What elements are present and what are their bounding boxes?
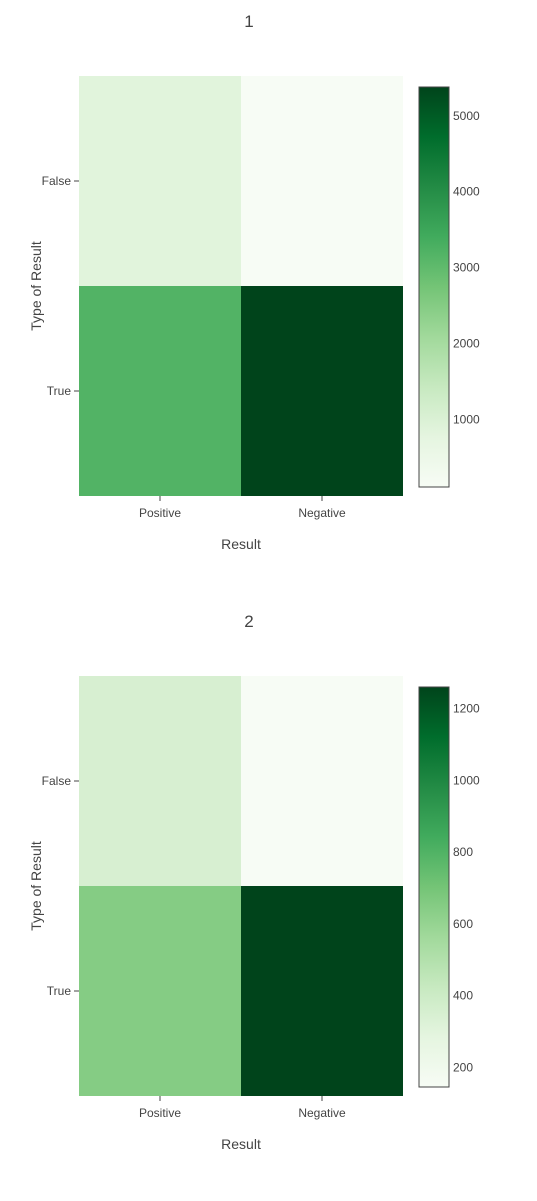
y-tick-label: True — [47, 984, 72, 998]
y-axis-title: Type of Result — [28, 841, 44, 931]
colorbar-tick-label: 600 — [453, 917, 473, 931]
heatmap-cells — [79, 76, 403, 496]
colorbar-tick-label: 4000 — [453, 185, 480, 199]
heatmap-chart-2: 2 Positive Negative False True Result Type… — [0, 600, 537, 1196]
x-tick-label: Positive — [139, 1106, 181, 1120]
y-axis-ticks: False True — [42, 174, 79, 398]
colorbar-tick-label: 3000 — [453, 261, 480, 275]
colorbar-tick-label: 5000 — [453, 109, 480, 123]
heatmap-cell-negative-false — [241, 76, 403, 286]
x-axis-title: Result — [221, 536, 261, 552]
heatmap-cell-positive-false — [79, 76, 241, 286]
x-axis-ticks: Positive Negative — [139, 1096, 346, 1120]
y-tick-label: True — [47, 384, 72, 398]
x-tick-label: Negative — [298, 506, 346, 520]
y-tick-label: False — [42, 174, 72, 188]
colorbar-tick-label: 1000 — [453, 412, 480, 426]
x-axis-ticks: Positive Negative — [139, 496, 346, 520]
heatmap-svg-2: 2 Positive Negative False True Result Type… — [28, 612, 480, 1152]
heatmap-chart-1: 1 Positive Negative False True Result Type… — [0, 0, 537, 596]
heatmap-cells — [79, 676, 403, 1096]
colorbar-tick-label: 400 — [453, 989, 473, 1003]
heatmap-svg-1: 1 Positive Negative False True Result Type… — [28, 12, 480, 552]
colorbar-tick-label: 1200 — [453, 702, 480, 716]
heatmap-cell-positive-false — [79, 676, 241, 886]
heatmap-cell-negative-false — [241, 676, 403, 886]
heatmap-cell-positive-true — [79, 286, 241, 496]
y-axis-title: Type of Result — [28, 241, 44, 331]
colorbar-tick-label: 200 — [453, 1060, 473, 1074]
x-axis-title: Result — [221, 1136, 261, 1152]
x-tick-label: Negative — [298, 1106, 346, 1120]
colorbar-tick-label: 800 — [453, 845, 473, 859]
colorbar-tick-label: 2000 — [453, 337, 480, 351]
colorbar-tick-label: 1000 — [453, 773, 480, 787]
heatmap-cell-negative-true — [241, 286, 403, 496]
chart-title: 2 — [244, 612, 253, 631]
heatmap-cell-negative-true — [241, 886, 403, 1096]
chart-title: 1 — [244, 12, 253, 31]
x-tick-label: Positive — [139, 506, 181, 520]
colorbar-gradient — [418, 86, 450, 488]
colorbar-gradient — [418, 686, 450, 1088]
y-tick-label: False — [42, 774, 72, 788]
heatmap-cell-positive-true — [79, 886, 241, 1096]
y-axis-ticks: False True — [42, 774, 79, 998]
colorbar: 200 400 600 800 1000 1200 — [418, 686, 480, 1088]
colorbar: 1000 2000 3000 4000 5000 — [418, 86, 480, 488]
